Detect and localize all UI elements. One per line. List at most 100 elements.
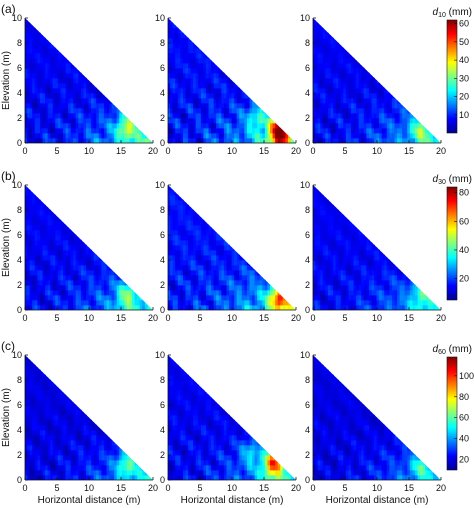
heatmap-cell: [399, 97, 403, 104]
heatmap-cell: [103, 92, 108, 99]
heatmap-cell: [147, 132, 151, 139]
heatmap-cell: [246, 259, 251, 266]
heatmap-cell: [374, 239, 378, 246]
heatmap-cell: [239, 249, 243, 256]
heatmap-cell: [55, 209, 59, 216]
heatmap-cell: [218, 62, 223, 69]
x-tick-label: 15: [259, 146, 269, 156]
heatmap-cell: [103, 259, 108, 266]
x-tick-label: 10: [372, 146, 382, 156]
heatmap-cell: [343, 209, 347, 216]
heatmap-cell: [229, 72, 233, 79]
heatmap-cell: [142, 464, 146, 471]
heatmap-cell: [78, 67, 82, 74]
heatmap-cell: [121, 107, 126, 114]
heatmap-cell: [132, 454, 136, 461]
heatmap-cell: [213, 224, 218, 231]
heatmap-cell: [407, 107, 411, 114]
heatmap-cell: [229, 239, 233, 246]
heatmap-cell: [175, 22, 179, 29]
heatmap-cell: [270, 112, 274, 119]
heatmap-cell: [106, 259, 110, 266]
heatmap-cell: [142, 294, 146, 301]
heatmap-cell: [335, 204, 339, 211]
heatmap-cell: [75, 62, 80, 69]
heatmap-cell: [198, 209, 202, 216]
heatmap-cell: [317, 18, 322, 24]
heatmap-cell: [221, 67, 225, 74]
heatmap-cell: [195, 209, 200, 216]
heatmap-cell: [427, 294, 432, 301]
y-tick-label: 2: [17, 280, 22, 290]
heatmap-cell: [55, 379, 59, 386]
heatmap-cell: [351, 219, 355, 226]
heatmap-cell: [116, 102, 121, 109]
heatmap-cell: [397, 97, 401, 104]
x-tick-label: 20: [291, 146, 301, 156]
heatmap-cell: [55, 42, 59, 49]
heatmap-cell: [320, 22, 324, 29]
heatmap-cell: [83, 409, 87, 416]
y-tick-label: 4: [305, 255, 310, 265]
heatmap-cell: [93, 82, 98, 89]
y-tick-label: 2: [160, 113, 165, 123]
heatmap-cell: [206, 52, 210, 59]
y-tick-label: 10: [155, 13, 165, 23]
x-axis-label: Horizontal distance (m): [38, 495, 141, 506]
heatmap-cell: [252, 97, 256, 104]
heatmap-cell: [430, 127, 434, 134]
heatmap-cell: [190, 37, 195, 44]
x-tick-label: 5: [54, 146, 59, 156]
heatmap-cell: [98, 87, 103, 94]
heatmap-cells: [168, 355, 296, 480]
heatmap-cell: [208, 219, 212, 226]
heatmap-cell: [47, 204, 52, 211]
heatmap-cell: [241, 254, 246, 261]
y-tick-label: 2: [17, 113, 22, 123]
y-tick-label: 10: [300, 13, 310, 23]
heatmap-cell: [57, 384, 62, 391]
heatmap-cell: [430, 294, 434, 301]
heatmap-cell: [409, 107, 414, 114]
y-tick-label: 2: [160, 280, 165, 290]
heatmap-cell: [129, 454, 133, 461]
heatmap-cell: [111, 264, 115, 271]
heatmap-cell: [348, 214, 352, 221]
heatmap-cell: [356, 57, 360, 64]
heatmap-cell: [119, 444, 123, 451]
y-axis-label: Elevation (m): [1, 388, 12, 447]
heatmap-cell: [29, 355, 34, 361]
heatmap-cell: [121, 444, 126, 451]
heatmap-cell: [190, 204, 195, 211]
y-tick-label: 10: [12, 13, 22, 23]
heatmap-cell: [42, 369, 46, 376]
heatmap-cell: [200, 214, 205, 221]
heatmap-cell: [333, 32, 337, 39]
heatmap-cell: [45, 199, 49, 206]
y-tick-label: 8: [17, 375, 22, 385]
heatmap-cell: [126, 279, 131, 286]
x-tick-label: 0: [22, 483, 27, 493]
heatmap-cell: [175, 189, 179, 196]
heatmap-cell: [39, 194, 44, 201]
x-tick-label: 0: [310, 313, 315, 323]
heatmap-cell: [172, 18, 177, 24]
heatmap-cell: [80, 404, 85, 411]
heatmap-cell: [249, 259, 253, 266]
heatmap-cell: [415, 279, 419, 286]
heatmap-cell: [180, 27, 184, 34]
heatmap-cell: [129, 284, 133, 291]
heatmap-cells: [25, 355, 153, 480]
heatmap-cell: [144, 299, 149, 306]
heatmap-cell: [412, 112, 416, 119]
heatmap-cell: [139, 464, 144, 471]
y-axis-label: Elevation (m): [1, 51, 12, 110]
x-tick-label: 0: [22, 313, 27, 323]
heatmap-cell: [345, 214, 350, 221]
heatmap-cell: [262, 274, 266, 281]
heatmap-cell: [116, 439, 121, 446]
heatmap-cell: [34, 189, 39, 196]
heatmap-cell: [322, 22, 327, 29]
heatmap-cell: [317, 185, 322, 191]
heatmap-cell: [249, 92, 253, 99]
